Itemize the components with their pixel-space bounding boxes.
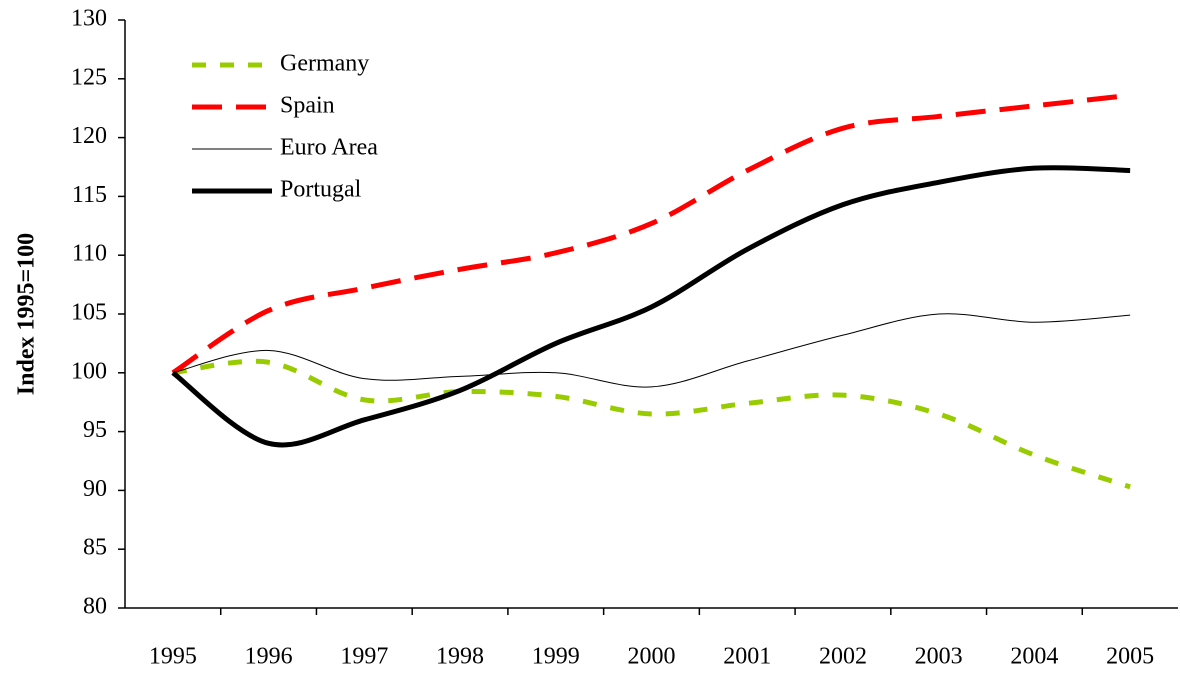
- x-tick-label: 1997: [340, 644, 388, 670]
- legend-label: Portugal: [280, 177, 362, 203]
- y-tick-label: 90: [83, 476, 107, 502]
- x-tick-label: 1999: [532, 644, 580, 670]
- y-tick-label: 120: [71, 123, 107, 149]
- x-tick-label: 2005: [1106, 644, 1154, 670]
- x-tick-label: 2000: [628, 644, 676, 670]
- x-tick-label: 1995: [149, 644, 197, 670]
- x-tick-label: 1998: [436, 644, 484, 670]
- y-tick-label: 105: [71, 300, 107, 326]
- y-tick-label: 80: [83, 594, 107, 620]
- series-line: [171, 165, 1131, 448]
- y-tick-label: 115: [72, 182, 107, 208]
- series-line: [171, 92, 1131, 375]
- y-tick-label: 85: [83, 535, 107, 561]
- y-axis-label: Index 1995=100: [14, 233, 40, 395]
- legend-label: Euro Area: [280, 135, 378, 161]
- legend-label: Spain: [280, 93, 335, 119]
- series-line: [172, 313, 1131, 388]
- x-tick-label: 2001: [723, 644, 771, 670]
- y-tick-label: 110: [72, 241, 107, 267]
- x-tick-label: 2004: [1010, 644, 1058, 670]
- legend-label: Germany: [280, 51, 369, 77]
- x-tick-label: 2002: [819, 644, 867, 670]
- x-tick-label: 2003: [915, 644, 963, 670]
- series-line: [172, 358, 1131, 490]
- y-tick-label: 100: [71, 358, 107, 384]
- y-tick-label: 125: [71, 64, 107, 90]
- y-tick-label: 130: [71, 6, 107, 32]
- x-tick-label: 1996: [245, 644, 293, 670]
- y-tick-label: 95: [83, 417, 107, 443]
